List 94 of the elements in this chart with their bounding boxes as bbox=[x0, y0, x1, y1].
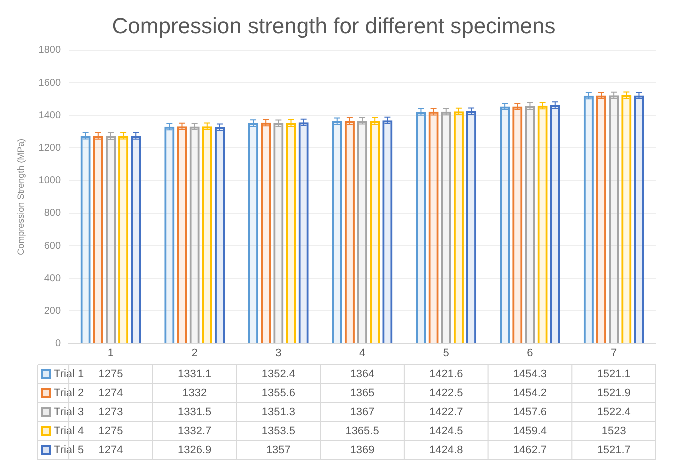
bar bbox=[550, 105, 560, 344]
data-label: 1274 bbox=[98, 444, 124, 457]
bar bbox=[622, 96, 632, 344]
data-label: 1457.6 bbox=[513, 406, 548, 419]
data-label: 1424.5 bbox=[430, 426, 464, 438]
bar bbox=[609, 96, 620, 344]
data-label: 1275 bbox=[98, 426, 124, 438]
data-label: 1274 bbox=[98, 388, 124, 400]
y-tick-label: 600 bbox=[44, 240, 62, 252]
data-label: 1459.4 bbox=[513, 426, 548, 438]
bar bbox=[164, 126, 175, 344]
data-label: 1353.5 bbox=[262, 426, 296, 438]
bar bbox=[441, 112, 452, 344]
x-tick-label: 3 bbox=[276, 347, 282, 360]
data-label: 1422.7 bbox=[430, 406, 464, 419]
data-label: 1424.8 bbox=[430, 444, 464, 457]
y-tick-label: 0 bbox=[55, 338, 62, 350]
data-label: 1331.5 bbox=[178, 406, 212, 419]
data-label: 1365.5 bbox=[346, 426, 380, 438]
data-label: 1273 bbox=[98, 406, 124, 419]
legend-label: Trial 4 bbox=[54, 426, 84, 438]
legend-label: Trial 3 bbox=[54, 406, 84, 419]
bar bbox=[500, 106, 510, 344]
bar bbox=[428, 112, 439, 344]
bar bbox=[584, 96, 594, 344]
bar bbox=[286, 123, 296, 344]
data-label: 1275 bbox=[98, 368, 124, 381]
y-axis-title: Compression Strength (MPa) bbox=[16, 138, 26, 256]
data-label: 1332 bbox=[182, 388, 208, 400]
bar bbox=[248, 123, 259, 344]
data-label: 1357 bbox=[266, 444, 291, 457]
legend-label: Trial 1 bbox=[54, 368, 84, 381]
bar bbox=[382, 120, 393, 344]
x-tick-label: 2 bbox=[192, 347, 198, 360]
bar bbox=[93, 136, 104, 344]
legend-label: Trial 5 bbox=[54, 444, 84, 457]
legend-label: Trial 2 bbox=[54, 388, 84, 400]
bar bbox=[596, 96, 607, 344]
data-label: 1523 bbox=[602, 426, 626, 438]
bar bbox=[106, 136, 116, 344]
bar bbox=[177, 126, 188, 344]
data-label: 1454.2 bbox=[513, 388, 548, 400]
bar bbox=[538, 106, 548, 344]
bar bbox=[118, 136, 129, 344]
bar bbox=[274, 124, 284, 344]
data-label: 1367 bbox=[350, 406, 375, 419]
data-label: 1355.6 bbox=[262, 388, 296, 400]
data-label: 1351.3 bbox=[262, 406, 296, 419]
bar bbox=[261, 122, 272, 344]
bar bbox=[370, 121, 380, 344]
y-tick-label: 1200 bbox=[38, 142, 62, 154]
x-tick-label: 6 bbox=[527, 347, 534, 360]
bar bbox=[131, 136, 142, 344]
y-tick-label: 1800 bbox=[38, 45, 62, 56]
data-label: 1369 bbox=[350, 444, 375, 457]
data-label: 1326.9 bbox=[178, 444, 212, 457]
data-label: 1421.6 bbox=[430, 368, 464, 381]
data-label: 1364 bbox=[350, 368, 375, 381]
bar bbox=[357, 120, 368, 344]
data-label: 1521.1 bbox=[597, 368, 631, 381]
y-tick-label: 1000 bbox=[38, 176, 62, 187]
bar bbox=[214, 128, 226, 344]
x-tick-label: 5 bbox=[443, 347, 450, 360]
data-label: 1454.3 bbox=[513, 368, 548, 381]
y-tick-label: 800 bbox=[44, 208, 62, 220]
y-tick-label: 200 bbox=[44, 306, 62, 317]
bar bbox=[80, 136, 91, 344]
chart-title: Compression strength for different specimens bbox=[112, 13, 556, 38]
data-label: 1422.5 bbox=[430, 388, 464, 400]
bar bbox=[466, 112, 477, 344]
data-label: 1332.7 bbox=[178, 426, 212, 438]
data-label: 1352.4 bbox=[262, 368, 296, 381]
bar bbox=[202, 126, 212, 344]
data-label: 1522.4 bbox=[597, 406, 631, 419]
x-tick-label: 4 bbox=[359, 347, 366, 360]
bar bbox=[525, 106, 536, 344]
data-label: 1521.7 bbox=[597, 444, 631, 457]
x-tick-label: 7 bbox=[611, 347, 618, 360]
x-tick-label: 1 bbox=[108, 347, 114, 360]
bar bbox=[512, 106, 523, 344]
data-label: 1462.7 bbox=[513, 444, 548, 457]
y-tick-label: 1600 bbox=[38, 78, 62, 89]
bar bbox=[416, 112, 426, 344]
bar bbox=[190, 126, 200, 344]
data-label: 1365 bbox=[350, 388, 375, 400]
y-tick-label: 400 bbox=[44, 273, 62, 284]
bar bbox=[454, 112, 464, 344]
y-tick-label: 1400 bbox=[38, 110, 62, 122]
data-label: 1521.9 bbox=[597, 388, 631, 400]
bar bbox=[634, 96, 644, 344]
bar bbox=[332, 121, 342, 344]
data-label: 1331.1 bbox=[178, 368, 212, 381]
bar bbox=[298, 122, 309, 344]
bar bbox=[344, 121, 355, 344]
